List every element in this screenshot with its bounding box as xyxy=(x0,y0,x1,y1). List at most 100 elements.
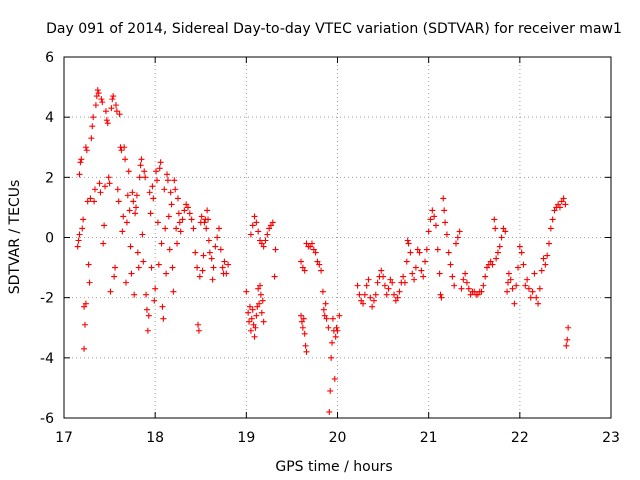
data-point xyxy=(174,195,181,202)
data-point xyxy=(258,309,265,316)
data-point xyxy=(465,285,472,292)
data-point xyxy=(416,249,423,256)
data-point xyxy=(105,174,112,181)
data-point xyxy=(493,255,500,262)
x-tick-label: 22 xyxy=(511,430,529,446)
data-point xyxy=(86,279,93,286)
data-point xyxy=(255,285,262,292)
data-point xyxy=(385,285,392,292)
data-point xyxy=(509,285,516,292)
data-point xyxy=(533,294,540,301)
data-point xyxy=(525,285,532,292)
data-point xyxy=(75,237,82,244)
data-point xyxy=(107,288,114,295)
data-point xyxy=(374,279,381,286)
data-point xyxy=(223,270,230,277)
data-point xyxy=(407,249,414,256)
data-point xyxy=(133,192,140,199)
data-point xyxy=(82,300,89,307)
data-point xyxy=(531,270,538,277)
data-point xyxy=(562,201,569,208)
plot-frame xyxy=(63,56,612,419)
data-point xyxy=(251,333,258,340)
data-point xyxy=(247,327,254,334)
data-point xyxy=(449,273,456,280)
data-point xyxy=(361,291,368,298)
data-point xyxy=(334,327,341,334)
data-point xyxy=(221,258,228,265)
data-point xyxy=(210,264,217,271)
data-point xyxy=(129,189,136,196)
data-point xyxy=(88,135,95,142)
data-point xyxy=(200,252,207,259)
data-point xyxy=(432,222,439,229)
data-point xyxy=(192,249,199,256)
axis-ticks: 17 18 19 20 21 22 23 -6 -4 -2 0 2 4 6 xyxy=(40,50,620,446)
data-point xyxy=(157,159,164,166)
data-point xyxy=(166,246,173,253)
data-point xyxy=(471,288,478,295)
data-point xyxy=(153,177,160,184)
x-tick-label: 21 xyxy=(420,430,438,446)
data-point xyxy=(494,249,501,256)
data-point xyxy=(516,243,523,250)
data-point xyxy=(437,291,444,298)
data-point xyxy=(383,291,390,298)
data-point xyxy=(103,117,110,124)
data-point xyxy=(356,291,363,298)
y-tick-label: -2 xyxy=(40,291,54,307)
data-point xyxy=(155,261,162,268)
data-point xyxy=(100,240,107,247)
y-tick-label: -4 xyxy=(40,351,54,367)
data-point xyxy=(123,219,130,226)
data-point xyxy=(504,279,511,286)
data-point xyxy=(320,306,327,313)
y-tick-label: 4 xyxy=(45,110,54,126)
data-point xyxy=(81,321,88,328)
data-point xyxy=(319,288,326,295)
data-point xyxy=(260,318,267,325)
data-point xyxy=(563,342,570,349)
data-point xyxy=(332,333,339,340)
data-point xyxy=(256,300,263,307)
data-point xyxy=(504,288,511,295)
data-point xyxy=(85,261,92,268)
data-point xyxy=(113,108,120,115)
data-point xyxy=(195,321,202,328)
data-point xyxy=(158,240,165,247)
data-point xyxy=(389,279,396,286)
data-point xyxy=(174,240,181,247)
data-point xyxy=(403,258,410,265)
data-point xyxy=(405,240,412,247)
data-point xyxy=(195,327,202,334)
data-point xyxy=(496,243,503,250)
data-point xyxy=(251,213,258,220)
y-axis-label: SDTVAR / TECUs xyxy=(7,180,23,295)
data-point xyxy=(82,144,89,151)
data-point xyxy=(507,276,514,283)
data-point xyxy=(201,219,208,226)
data-point xyxy=(515,264,522,271)
data-point xyxy=(246,303,253,310)
data-point xyxy=(255,228,262,235)
data-point xyxy=(112,264,119,271)
data-point xyxy=(445,249,452,256)
data-point xyxy=(116,111,123,118)
data-point xyxy=(558,198,565,205)
grid xyxy=(64,57,611,418)
data-point xyxy=(412,264,419,271)
data-point xyxy=(372,291,379,298)
data-point xyxy=(524,276,531,283)
data-point xyxy=(522,282,529,289)
data-point xyxy=(212,243,219,250)
data-point xyxy=(76,171,83,178)
data-point xyxy=(443,231,450,238)
data-point xyxy=(502,228,509,235)
data-point xyxy=(564,336,571,343)
data-point xyxy=(134,249,141,256)
data-point xyxy=(369,303,376,310)
data-point xyxy=(298,258,305,265)
data-point xyxy=(114,186,121,193)
data-point xyxy=(253,219,260,226)
data-point xyxy=(540,255,547,262)
